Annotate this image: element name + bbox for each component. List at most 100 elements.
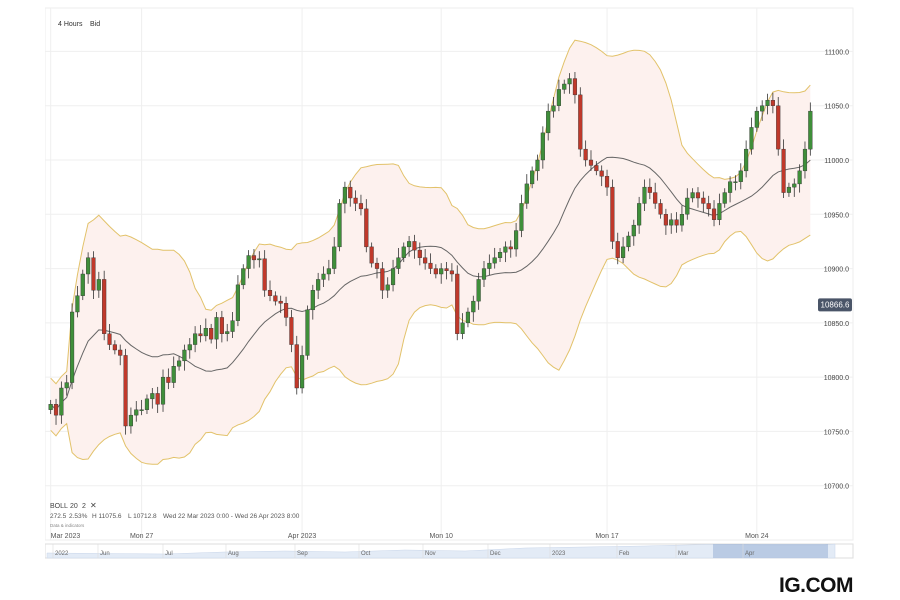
- candle-down: [102, 279, 107, 334]
- candle-up: [401, 246, 406, 258]
- candle-down: [572, 78, 578, 96]
- candle-down: [112, 344, 117, 351]
- candle-down: [653, 192, 658, 204]
- navigator-label: Feb: [619, 551, 630, 557]
- candle-up: [642, 186, 647, 204]
- indicator-period[interactable]: 20: [70, 503, 78, 510]
- current-price-badge: 10866.6: [818, 298, 852, 312]
- candle-up: [139, 409, 144, 411]
- candle-down: [278, 300, 283, 304]
- candle-up: [86, 257, 91, 275]
- candle-up: [519, 203, 524, 231]
- candle-up: [738, 170, 743, 182]
- navigator-label: Apr: [745, 551, 754, 557]
- stats-high: H 11075.6: [92, 513, 122, 520]
- chart-frame: 11100.0 11050.0 11000.0 10950.0 10900.0 10850…: [44, 0, 855, 560]
- candle-up: [722, 192, 727, 204]
- candle-up: [150, 393, 155, 400]
- candle-up: [203, 328, 208, 337]
- x-tick-label: Mon 24: [745, 533, 768, 540]
- candle-down: [198, 333, 203, 337]
- candle-down: [423, 257, 428, 264]
- candle-down: [695, 192, 701, 199]
- x-tick-label: Mon 17: [595, 533, 618, 540]
- candle-down: [369, 246, 374, 264]
- x-tick-label: Mon 10: [430, 533, 453, 540]
- candle-up: [230, 320, 235, 332]
- candle-down: [107, 333, 112, 345]
- candle-up: [246, 255, 251, 269]
- candle-up: [786, 186, 791, 193]
- candle-up: [80, 273, 85, 296]
- candle-down: [433, 268, 438, 275]
- candle-up: [503, 246, 508, 253]
- candle-down: [353, 197, 358, 204]
- candle-down: [615, 241, 620, 258]
- navigator[interactable]: 2022 Jun Jul Aug Sep Oct Nov Dec 2023 Feb Mar Apr: [44, 543, 854, 559]
- candle-down: [658, 203, 663, 215]
- candle-down: [53, 404, 59, 416]
- candle-up: [385, 284, 390, 291]
- candle-down: [599, 170, 604, 177]
- candle-up: [407, 241, 412, 248]
- candle-down: [251, 255, 257, 261]
- candle-up: [176, 360, 182, 367]
- candle-down: [348, 186, 353, 199]
- candle-up: [96, 279, 101, 291]
- candle-up: [460, 322, 465, 334]
- candle-up: [471, 300, 476, 313]
- candle-up: [337, 203, 342, 248]
- timeframe-label[interactable]: 4 Hours: [58, 21, 83, 28]
- current-price-label: 10866.6: [821, 300, 850, 309]
- candle-up: [765, 100, 770, 106]
- candle-up: [48, 404, 53, 410]
- stats-low: L 10712.8: [128, 513, 157, 520]
- indicator-name[interactable]: BOLL: [50, 503, 68, 510]
- indicator-close-icon[interactable]: ✕: [90, 501, 97, 510]
- candle-up: [257, 258, 262, 261]
- candle-down: [267, 290, 273, 296]
- candle-up: [524, 183, 529, 204]
- candle-down: [711, 208, 717, 220]
- candle-up: [75, 295, 80, 313]
- navigator-selection[interactable]: [713, 544, 828, 558]
- candle-up: [481, 268, 487, 280]
- y-tick-label: 10850.0: [824, 321, 849, 328]
- y-tick-label: 10900.0: [824, 267, 849, 274]
- stats-change: 272.5: [50, 513, 67, 520]
- price-side-label[interactable]: Bid: [90, 21, 100, 28]
- candle-up: [567, 78, 572, 85]
- candle-down: [123, 355, 128, 427]
- navigator-label: 2023: [552, 551, 566, 557]
- candle-up: [621, 246, 626, 258]
- candle-down: [219, 317, 224, 334]
- candle-up: [631, 224, 636, 237]
- data-indicators-note[interactable]: Data & indicators: [50, 523, 85, 528]
- candle-up: [332, 246, 337, 269]
- candle-up: [744, 148, 749, 172]
- navigator-label: Nov: [425, 551, 436, 557]
- candle-up: [241, 268, 246, 286]
- candle-down: [428, 262, 433, 269]
- candle-up: [70, 311, 75, 383]
- bollinger-middle-band: [50, 156, 811, 411]
- candle-up: [225, 331, 230, 334]
- bollinger-lower-band: [50, 230, 811, 465]
- candle-up: [310, 290, 315, 311]
- candles-layer: [48, 72, 813, 435]
- candle-down: [508, 246, 513, 250]
- candle-down: [701, 197, 706, 204]
- candle-up: [556, 89, 561, 106]
- candle-up: [679, 214, 685, 226]
- indicator-stddev[interactable]: 2: [82, 503, 86, 510]
- candle-down: [273, 295, 278, 302]
- bollinger-upper-band: [50, 39, 811, 385]
- candle-up: [342, 186, 347, 204]
- candle-up: [514, 230, 519, 250]
- candle-up: [754, 110, 759, 128]
- navigator-label: Sep: [297, 551, 308, 557]
- navigator-label: Jul: [165, 551, 173, 557]
- candlestick-chart[interactable]: 11100.0 11050.0 11000.0 10950.0 10900.0 10850…: [44, 0, 855, 560]
- navigator-label: Jun: [100, 551, 110, 557]
- candle-down: [610, 186, 615, 242]
